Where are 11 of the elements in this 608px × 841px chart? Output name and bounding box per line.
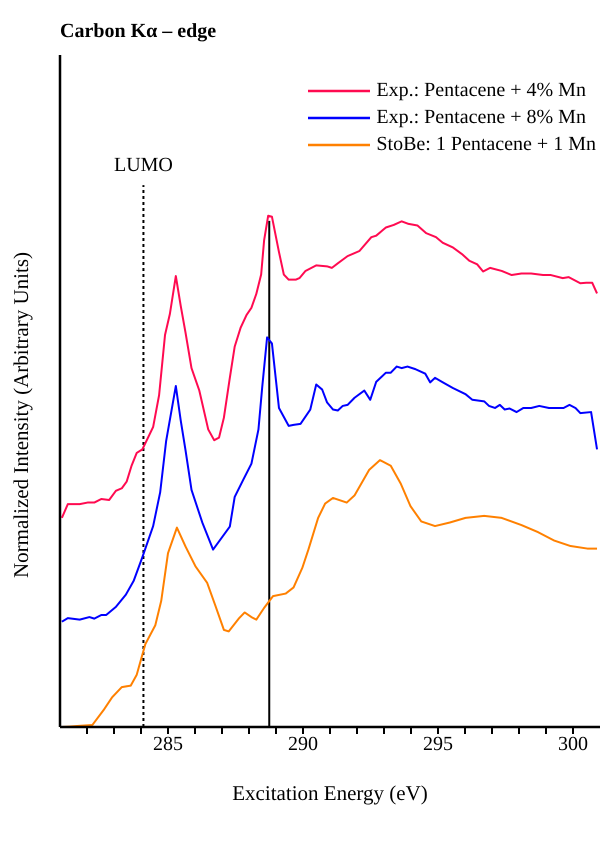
x-tick-label: 290 <box>288 733 318 756</box>
legend-label: Exp.: Pentacene + 8% Mn <box>376 106 586 129</box>
x-axis-title: Excitation Energy (eV) <box>232 781 428 805</box>
x-tick-label: 285 <box>153 733 183 756</box>
legend-label: Exp.: Pentacene + 4% Mn <box>376 79 586 102</box>
ref-line-label: LUMO <box>114 154 173 176</box>
x-tick-label: 295 <box>423 733 453 756</box>
x-tick-label: 300 <box>558 733 588 756</box>
chart-title: Carbon Kα – edge <box>60 20 216 43</box>
legend-label: StoBe: 1 Pentacene + 1 Mn <box>376 133 596 156</box>
y-axis-title: Normalized Intensity (Arbitrary Units) <box>9 252 33 578</box>
